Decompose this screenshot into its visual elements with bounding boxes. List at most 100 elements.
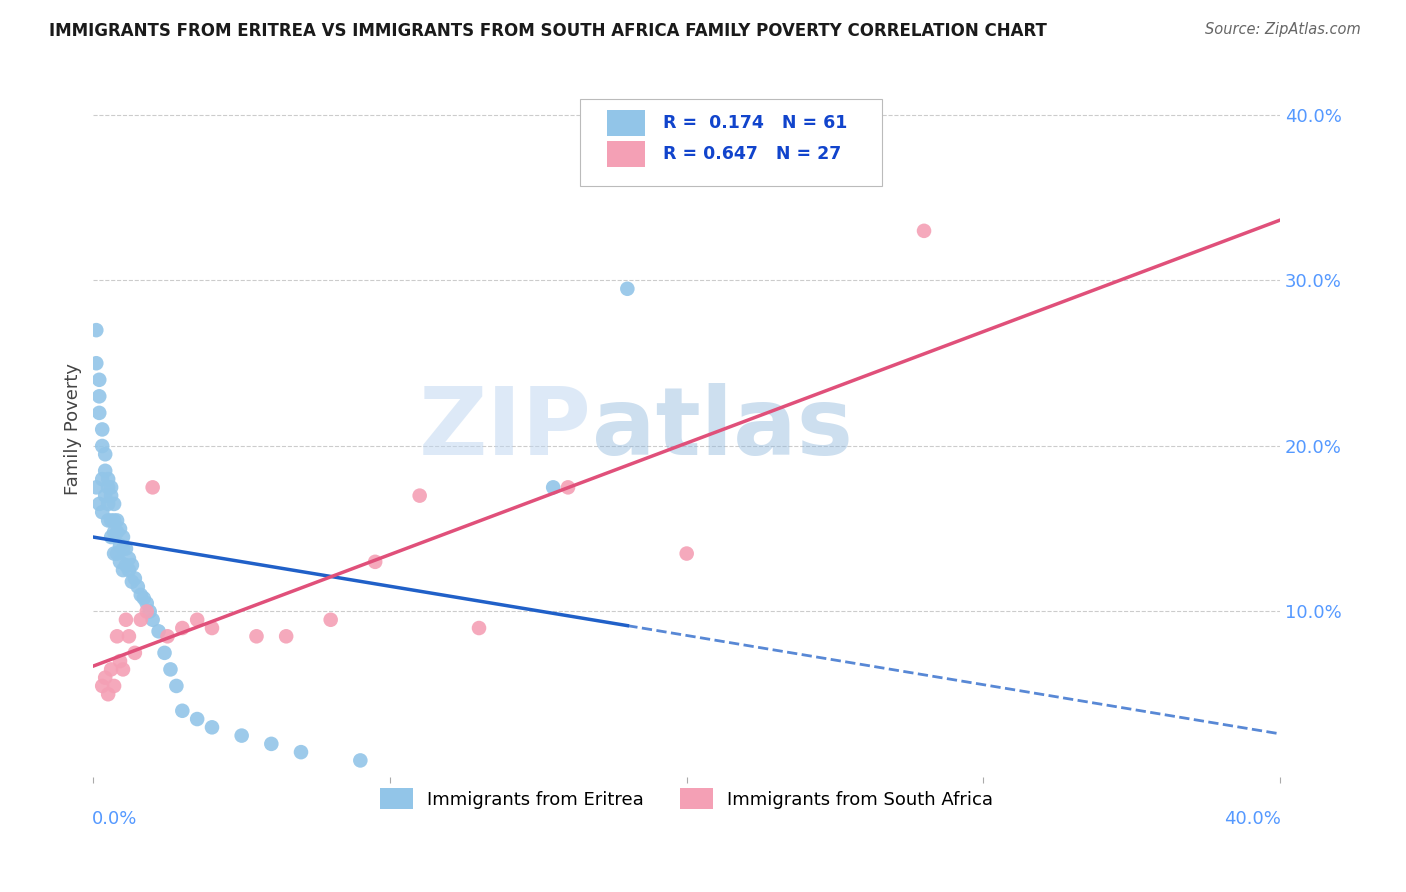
Point [115,558,138,573]
Point [541,480,564,494]
Point [100,480,122,494]
Point [408,489,430,503]
Text: 40.0%: 40.0% [1225,810,1281,829]
Point [84,480,107,494]
Point [103,513,125,527]
FancyBboxPatch shape [607,110,645,136]
Point [111,530,134,544]
Point [557,480,579,494]
Text: R = 0.647   N = 27: R = 0.647 N = 27 [664,145,841,163]
Point [97,480,120,494]
Point [94,671,117,685]
Point [103,524,125,539]
Point [115,613,138,627]
Point [186,613,208,627]
Point [103,547,125,561]
Point [135,596,157,610]
Point [89,406,111,420]
Point [103,497,125,511]
Point [138,605,160,619]
Point [165,679,187,693]
Point [115,541,138,556]
Point [111,563,134,577]
Point [675,547,697,561]
Point [129,588,152,602]
Point [129,613,152,627]
Point [290,745,312,759]
Point [364,555,387,569]
Point [186,712,208,726]
Point [100,489,122,503]
Point [105,513,128,527]
Point [118,563,141,577]
Point [103,679,125,693]
Point [159,662,181,676]
Point [148,624,170,639]
Point [91,422,114,436]
Point [118,629,141,643]
Point [91,472,114,486]
Legend: Immigrants from Eritrea, Immigrants from South Africa: Immigrants from Eritrea, Immigrants from… [371,779,1002,818]
Point [121,558,143,573]
Text: 0.0%: 0.0% [93,810,138,829]
Text: atlas: atlas [592,384,853,475]
Point [89,497,111,511]
FancyBboxPatch shape [607,141,645,168]
Point [231,729,253,743]
Point [121,574,143,589]
Point [142,613,165,627]
Point [100,662,122,676]
Point [912,224,935,238]
Point [142,480,165,494]
Point [201,621,224,635]
Point [91,439,114,453]
Point [616,282,638,296]
Point [135,605,157,619]
Point [94,489,117,503]
Point [172,704,194,718]
Point [105,524,128,539]
Point [127,580,149,594]
Point [97,513,120,527]
Y-axis label: Family Poverty: Family Poverty [65,363,82,495]
Point [132,591,155,606]
Point [100,530,122,544]
Point [84,356,107,370]
Point [468,621,491,635]
Point [89,373,111,387]
FancyBboxPatch shape [579,99,883,186]
Point [108,654,131,668]
Point [260,737,283,751]
Text: IMMIGRANTS FROM ERITREA VS IMMIGRANTS FROM SOUTH AFRICA FAMILY POVERTY CORRELATI: IMMIGRANTS FROM ERITREA VS IMMIGRANTS FR… [49,22,1047,40]
Point [349,753,371,767]
Point [172,621,194,635]
Point [156,629,179,643]
Point [100,513,122,527]
Point [94,447,117,461]
Point [201,720,224,734]
Point [97,687,120,701]
Point [97,472,120,486]
Point [319,613,342,627]
Point [111,541,134,556]
Point [89,389,111,403]
Point [111,662,134,676]
Point [91,505,114,519]
Point [118,551,141,566]
Point [108,555,131,569]
Text: Source: ZipAtlas.com: Source: ZipAtlas.com [1205,22,1361,37]
Point [84,323,107,337]
Point [108,538,131,552]
Point [91,679,114,693]
Point [105,629,128,643]
Text: R =  0.174   N = 61: R = 0.174 N = 61 [664,114,848,132]
Point [276,629,298,643]
Point [245,629,267,643]
Point [97,497,120,511]
Point [124,646,146,660]
Point [108,522,131,536]
Point [105,547,128,561]
Point [153,646,176,660]
Text: ZIP: ZIP [419,384,592,475]
Point [124,571,146,585]
